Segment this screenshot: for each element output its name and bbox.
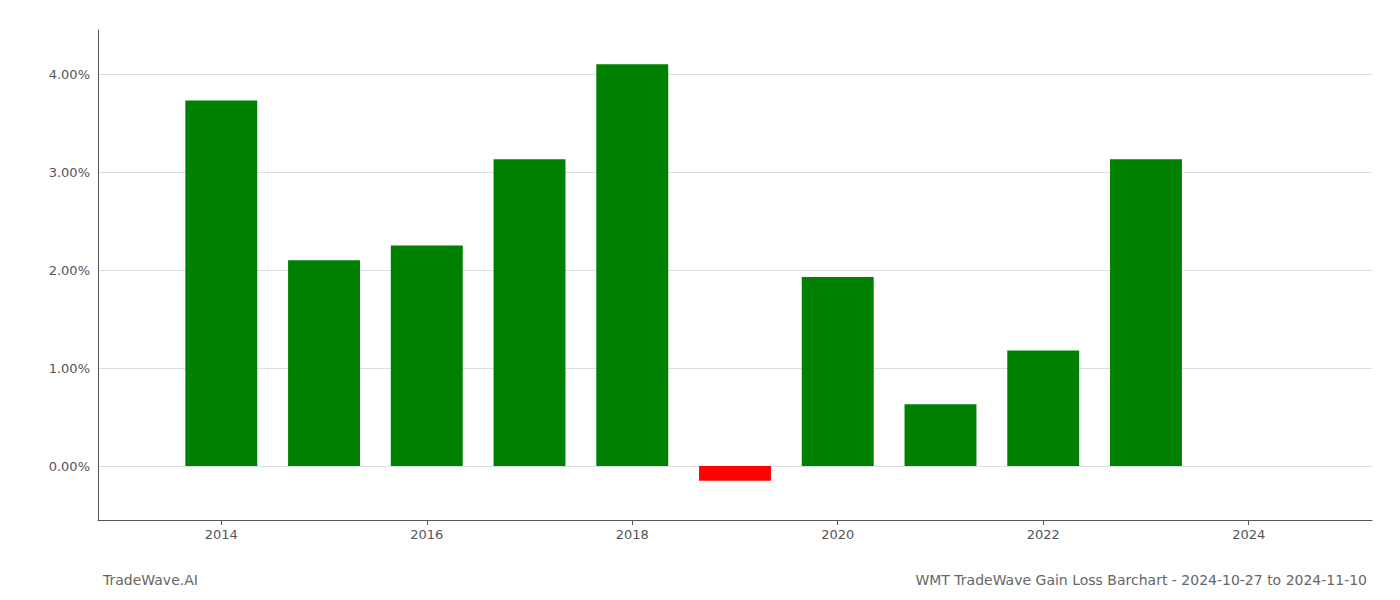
svg-text:2016: 2016 [410, 527, 443, 542]
svg-text:2018: 2018 [616, 527, 649, 542]
svg-text:2020: 2020 [821, 527, 854, 542]
svg-text:0.00%: 0.00% [49, 459, 90, 474]
svg-text:2.00%: 2.00% [49, 263, 90, 278]
svg-text:1.00%: 1.00% [49, 361, 90, 376]
svg-text:2024: 2024 [1232, 527, 1265, 542]
svg-text:2022: 2022 [1027, 527, 1060, 542]
svg-text:3.00%: 3.00% [49, 165, 90, 180]
svg-text:WMT TradeWave Gain Loss Barcha: WMT TradeWave Gain Loss Barchart - 2024-… [915, 572, 1367, 588]
svg-text:TradeWave.AI: TradeWave.AI [102, 572, 198, 588]
svg-text:4.00%: 4.00% [49, 67, 90, 82]
svg-text:2014: 2014 [205, 527, 238, 542]
